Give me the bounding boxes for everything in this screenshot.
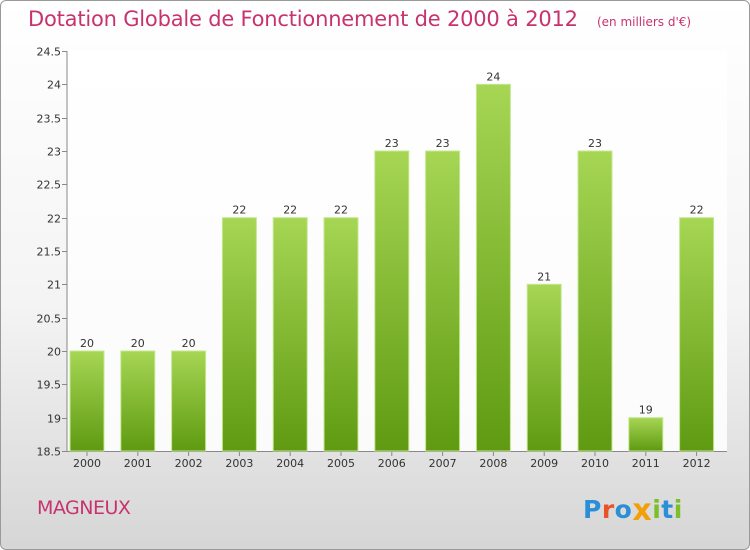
bar-2007 [425, 150, 461, 452]
value-labels: 20 20 20 22 22 22 23 23 24 21 23 19 22 [80, 70, 704, 416]
bar-2010 [577, 150, 613, 452]
title-row: Dotation Globale de Fonctionnement de 20… [28, 7, 691, 31]
bar-2000 [69, 350, 105, 452]
bar-2002 [171, 350, 207, 452]
y-tick-label: 24.5 [37, 46, 62, 59]
y-tick-label: 22.5 [37, 179, 62, 192]
value-label: 22 [690, 204, 704, 217]
y-tick-label: 21.5 [37, 246, 62, 259]
x-tick-label: 2002 [175, 457, 203, 470]
bars [69, 83, 715, 452]
x-tick-label: 2005 [327, 457, 355, 470]
brand-letter: i [673, 495, 683, 524]
bar-2001 [120, 350, 156, 452]
value-label: 22 [283, 204, 297, 217]
x-tick-label: 2000 [73, 457, 101, 470]
x-tick-label: 2003 [225, 457, 253, 470]
brand-letter: r [601, 495, 615, 524]
value-label: 20 [80, 337, 94, 350]
value-label: 23 [436, 137, 450, 150]
bar-2008 [475, 83, 511, 452]
brand-letter: x [632, 493, 653, 528]
y-tick-label: 23 [47, 146, 61, 159]
value-label: 22 [232, 204, 246, 217]
x-tick-label: 2008 [479, 457, 507, 470]
value-label: 24 [486, 70, 500, 83]
brand-letter: t [661, 495, 674, 524]
x-tick-label: 2011 [632, 457, 660, 470]
chart-title: Dotation Globale de Fonctionnement de 20… [28, 7, 578, 31]
value-label: 19 [639, 404, 653, 417]
value-label: 21 [537, 270, 551, 283]
y-tick-label: 22 [47, 213, 61, 226]
bar-2003 [221, 217, 257, 452]
y-axis: 18.5 19 19.5 20 20.5 21 21.5 22 22.5 23 23.5 24 24.5 [37, 46, 68, 459]
x-tick-label: 2009 [530, 457, 558, 470]
value-label: 20 [131, 337, 145, 350]
brand-letter: P [583, 495, 602, 524]
value-label: 23 [588, 137, 602, 150]
x-tick-label: 2007 [429, 457, 457, 470]
brand-letter: i [652, 495, 662, 524]
bar-2004 [272, 217, 308, 452]
x-tick-label: 2001 [124, 457, 152, 470]
x-axis: 2000 2001 2002 2003 2004 2005 2006 2007 2008 2009… [67, 451, 727, 470]
value-label: 20 [182, 337, 196, 350]
y-tick-label: 19 [47, 413, 61, 426]
value-label: 22 [334, 204, 348, 217]
brand-logo: Proxiti [583, 491, 683, 528]
bar-2011 [628, 417, 664, 452]
x-tick-label: 2010 [581, 457, 609, 470]
y-tick-label: 21 [47, 279, 61, 292]
chart-subtitle: (en milliers d'€) [596, 15, 692, 29]
commune-name: MAGNEUX [37, 497, 131, 519]
y-tick-label: 23.5 [37, 113, 62, 126]
y-tick-label: 18.5 [37, 446, 62, 459]
bar-2005 [323, 217, 359, 452]
y-tick-label: 24 [47, 79, 61, 92]
y-tick-label: 19.5 [37, 379, 62, 392]
bar-2009 [526, 283, 562, 452]
bar-2006 [374, 150, 410, 452]
x-tick-label: 2004 [276, 457, 304, 470]
x-tick-label: 2006 [378, 457, 406, 470]
x-tick-label: 2012 [683, 457, 711, 470]
y-tick-label: 20.5 [37, 313, 62, 326]
y-tick-label: 20 [47, 346, 61, 359]
value-label: 23 [385, 137, 399, 150]
brand-letter: o [614, 495, 633, 524]
bar-2012 [679, 217, 715, 452]
